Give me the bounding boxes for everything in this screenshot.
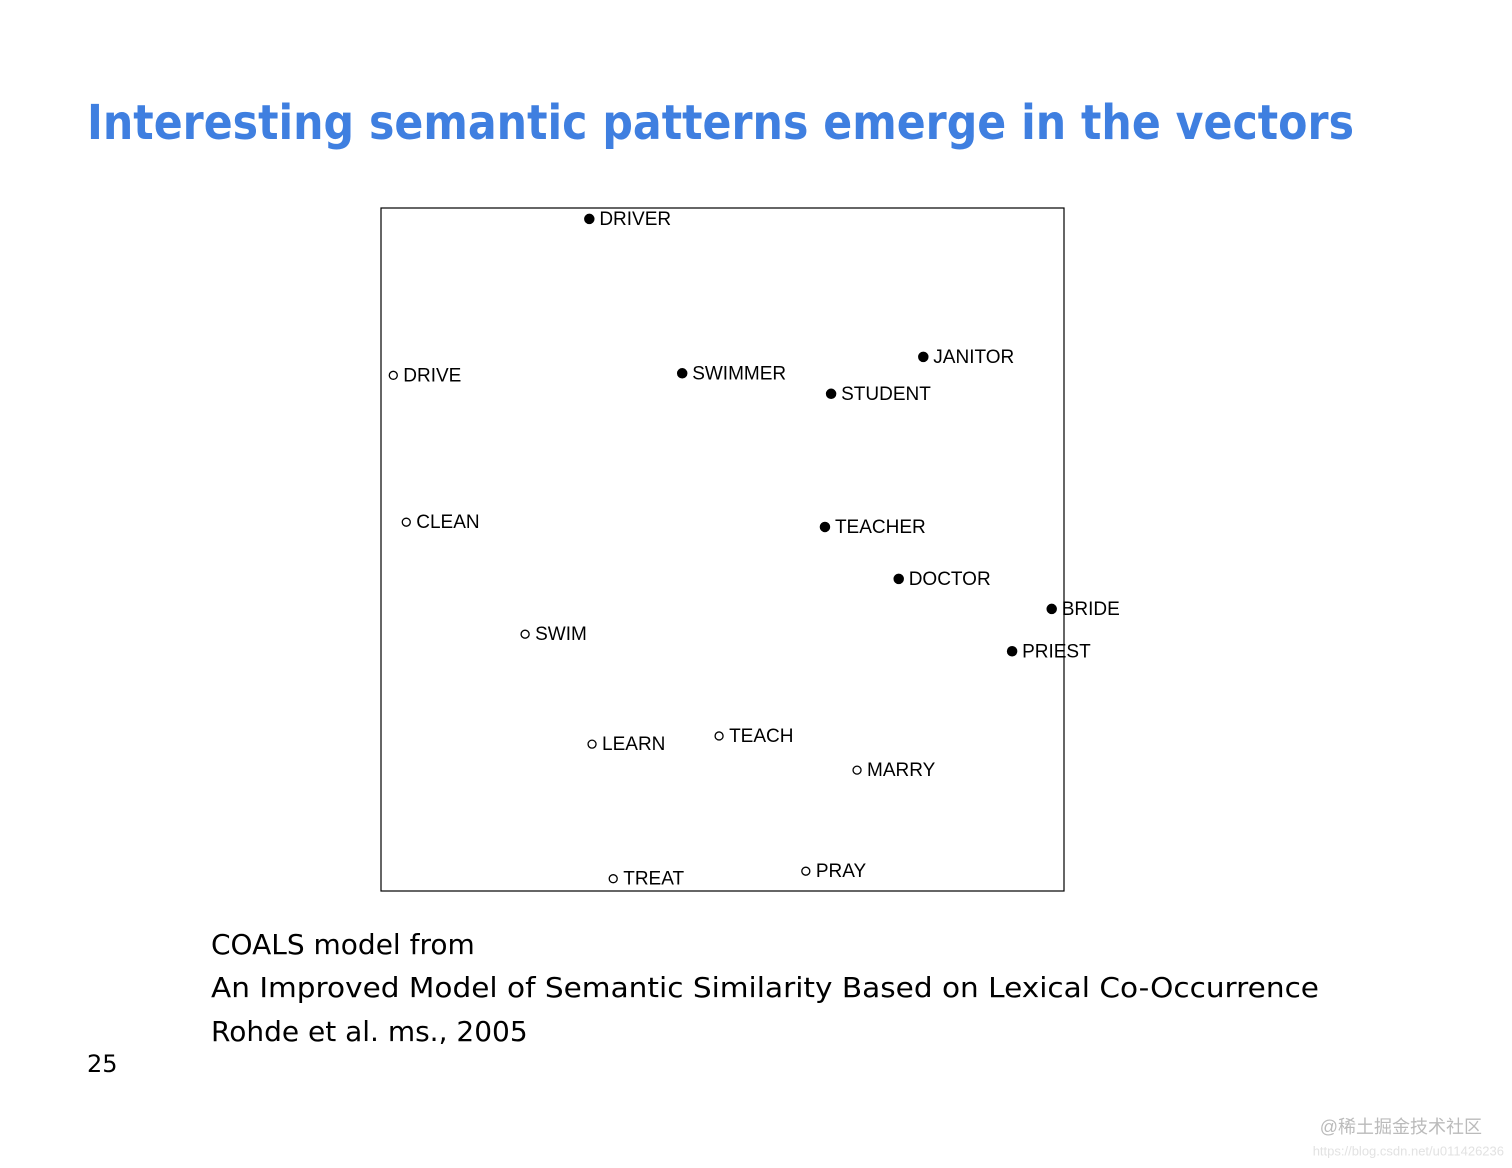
watermark-url: https://blog.csdn.net/u011426236 (1313, 1143, 1504, 1158)
point (520, 629, 530, 639)
point-label: SWIMMER (692, 363, 786, 384)
point-label: MARRY (867, 760, 936, 781)
point-label: CLEAN (416, 512, 479, 533)
point (676, 368, 688, 379)
point (401, 517, 411, 527)
point-label: TEACHER (835, 517, 926, 538)
point-label: PRAY (816, 861, 867, 882)
point-label: STUDENT (841, 384, 931, 405)
point-label: TEACH (729, 726, 793, 747)
point (1006, 646, 1018, 657)
point-label: PRIEST (1022, 641, 1091, 662)
point-label: SWIM (535, 624, 587, 645)
point (852, 765, 862, 775)
watermark: @稀土掘金技术社区 (1320, 1117, 1482, 1137)
point (1046, 603, 1057, 615)
slide-title: Interesting semantic patterns emerge in … (87, 95, 1354, 151)
point (584, 213, 595, 225)
point (587, 739, 597, 749)
point-label: DRIVER (599, 209, 671, 230)
point-label: BRIDE (1062, 599, 1120, 620)
point (608, 874, 618, 884)
caption-line: An Improved Model of Semantic Similarity… (211, 971, 1319, 1004)
point (714, 731, 724, 741)
point-label: LEARN (602, 734, 665, 755)
point (388, 370, 398, 380)
plot-frame (380, 207, 1065, 892)
point (825, 388, 837, 400)
point (893, 573, 904, 585)
caption-line: COALS model from (211, 928, 475, 961)
page-number: 25 (87, 1050, 118, 1078)
caption-line: Rohde et al. ms., 2005 (211, 1015, 528, 1048)
point (801, 866, 811, 876)
point-label: JANITOR (933, 347, 1014, 368)
point (819, 521, 831, 533)
point-label: DRIVE (403, 365, 461, 386)
point-label: DOCTOR (909, 569, 991, 590)
point-label: TREAT (623, 869, 684, 890)
point (918, 351, 929, 363)
